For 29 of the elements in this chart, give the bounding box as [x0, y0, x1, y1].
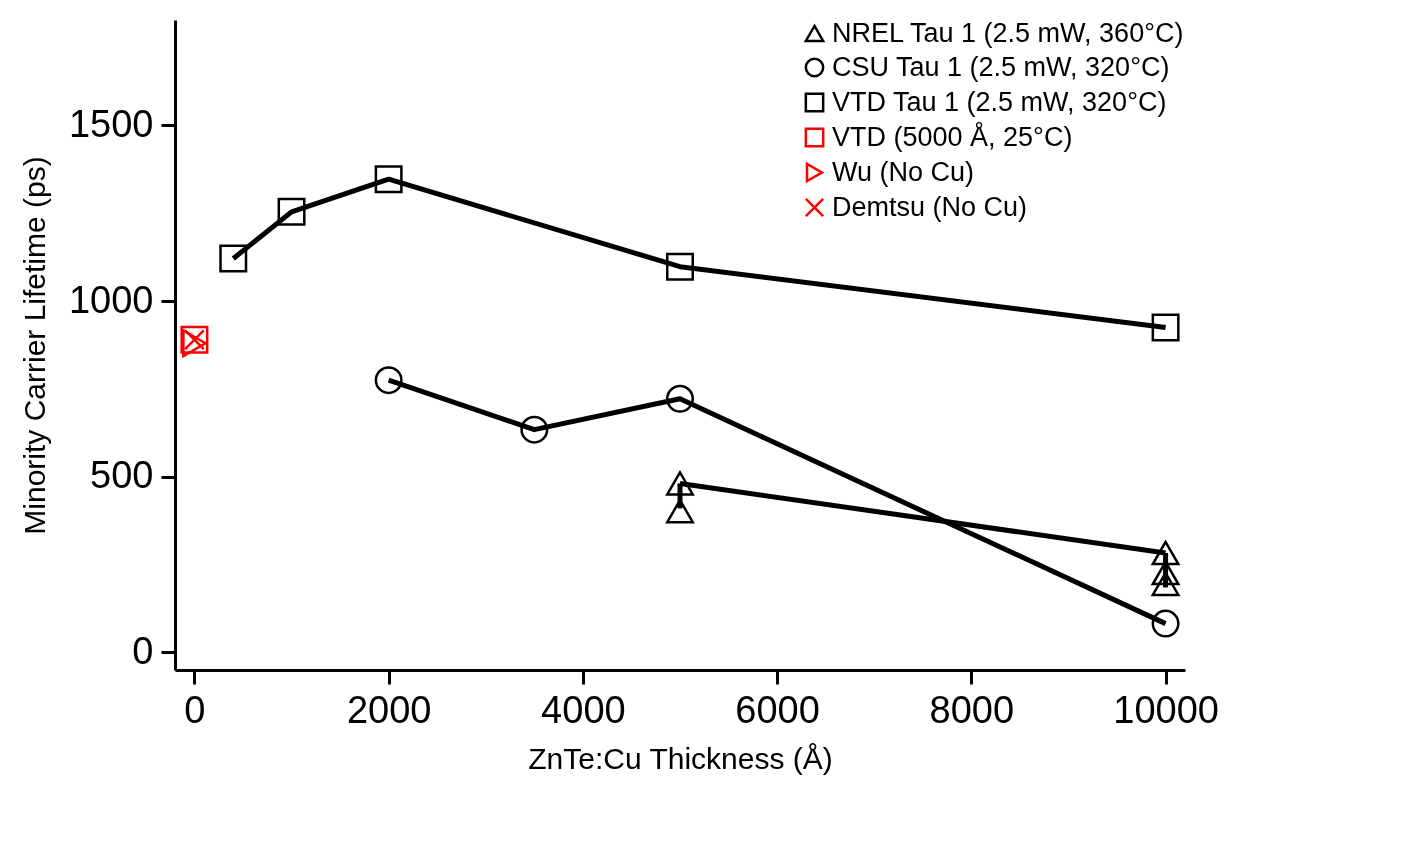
x-tick-label: 2000 — [346, 688, 432, 731]
legend-label: Wu (No Cu) — [832, 156, 975, 187]
y-tick-label: 1500 — [68, 102, 154, 145]
point — [277, 197, 306, 226]
legend-label: NREL Tau 1 (2.5 mW, 360°C) — [832, 17, 1184, 48]
point — [374, 165, 403, 194]
x-tick-label: 0 — [184, 688, 206, 731]
y-tick-label: 500 — [90, 454, 154, 497]
x-tick-label: 10000 — [1113, 688, 1219, 731]
point — [374, 366, 403, 395]
x-tick-label: 6000 — [735, 688, 820, 731]
x-axis-title: ZnTe:Cu Thickness (Å) — [528, 741, 833, 775]
point — [666, 252, 694, 281]
point — [520, 415, 549, 444]
point — [666, 498, 694, 524]
legend-label: Demtsu (No Cu) — [832, 191, 1028, 222]
legend-label: VTD (5000 Å, 25°C) — [832, 120, 1073, 152]
point — [666, 384, 694, 413]
x-tick-label: 4000 — [541, 688, 626, 731]
y-tick-label: 0 — [132, 629, 154, 672]
point — [1151, 609, 1180, 638]
point — [219, 244, 248, 273]
legend-label: CSU Tau 1 (2.5 mW, 320°C) — [832, 51, 1170, 82]
x-tick-label: 8000 — [929, 688, 1015, 731]
y-tick-label: 1000 — [68, 278, 154, 321]
point — [1151, 313, 1180, 342]
point — [1151, 571, 1180, 597]
y-axis-title: Minority Carrier Lifetime (ps) — [17, 156, 51, 535]
legend-label: VTD Tau 1 (2.5 mW, 320°C) — [832, 86, 1167, 117]
